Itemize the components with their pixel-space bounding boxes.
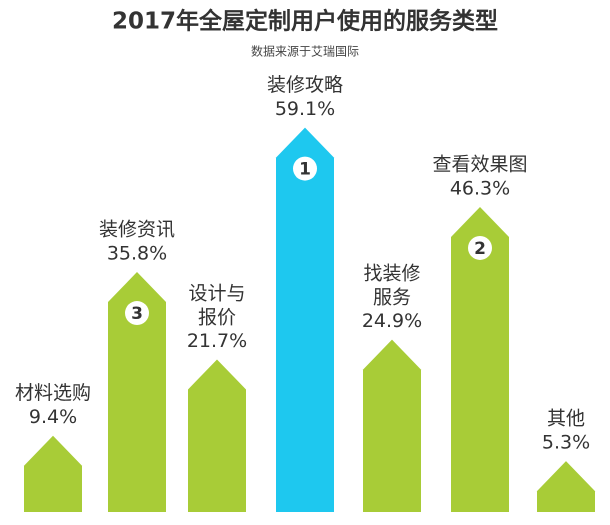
- arrow-bar: [363, 339, 421, 512]
- arrow-bar: [537, 461, 595, 512]
- arrow-bar: [276, 127, 334, 512]
- chart-subtitle: 数据来源于艾瑞国际: [251, 44, 359, 59]
- rank-badge-text: 1: [299, 160, 311, 180]
- category-label: 装修攻略: [267, 74, 343, 96]
- value-label: 35.8%: [107, 243, 167, 265]
- category-label: 材料选购: [15, 382, 91, 404]
- arrow-bar: [108, 272, 166, 512]
- value-label: 46.3%: [450, 177, 510, 199]
- value-label: 59.1%: [275, 98, 335, 120]
- category-label: 其他: [547, 408, 585, 430]
- chart-title: 2017年全屋定制用户使用的服务类型: [112, 8, 498, 35]
- category-label: 查看效果图: [432, 153, 527, 175]
- category-label: 装修资讯: [99, 219, 175, 241]
- arrow-bar: [188, 359, 246, 512]
- value-label: 21.7%: [187, 330, 247, 352]
- category-label: 设计与报价: [188, 282, 245, 328]
- arrow-bar: [24, 435, 82, 512]
- value-label: 9.4%: [29, 406, 77, 428]
- rank-badge: [293, 156, 317, 181]
- category-label: 找装修服务: [363, 262, 420, 308]
- rank-badge: [125, 301, 149, 326]
- rank-badge-text: 2: [474, 239, 486, 259]
- rank-badge-text: 3: [131, 304, 143, 324]
- value-label: 24.9%: [362, 310, 422, 332]
- rank-badge: [468, 235, 492, 260]
- value-label: 5.3%: [542, 432, 590, 454]
- arrow-bar: [451, 206, 509, 512]
